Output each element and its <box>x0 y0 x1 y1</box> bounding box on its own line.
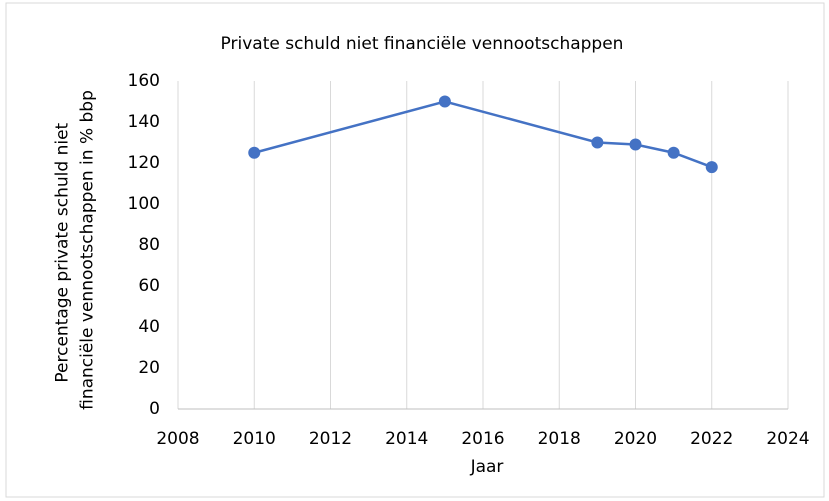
data-point <box>629 138 642 151</box>
y-axis-label: Percentage private schuld niet financiël… <box>53 90 98 410</box>
y-tick-label: 120 <box>128 153 160 173</box>
x-tick-label: 2022 <box>690 429 733 449</box>
data-point <box>248 146 261 159</box>
y-tick-label: 140 <box>128 112 160 132</box>
series-line <box>253 100 713 169</box>
x-tick-label: 2012 <box>309 429 352 449</box>
x-tick-label: 2020 <box>614 429 657 449</box>
y-tick-label: 60 <box>138 276 160 296</box>
x-tick-label: 2014 <box>385 429 428 449</box>
data-point <box>667 146 680 159</box>
data-point <box>438 95 451 108</box>
y-tick-label: 0 <box>149 399 160 419</box>
x-tick-label: 2010 <box>233 429 276 449</box>
x-tick-label: 2016 <box>461 429 504 449</box>
data-point <box>705 161 718 174</box>
y-tick-label: 160 <box>128 71 160 91</box>
y-tick-label: 100 <box>128 194 160 214</box>
x-tick-label: 2008 <box>156 429 199 449</box>
x-axis-label: Jaar <box>470 457 504 477</box>
chart-title: Private schuld niet financiële vennootsc… <box>221 34 624 54</box>
data-point <box>591 136 604 149</box>
y-tick-label: 40 <box>138 317 160 337</box>
y-tick-label: 80 <box>138 235 160 255</box>
y-tick-label: 20 <box>138 358 160 378</box>
x-tick-label: 2018 <box>538 429 581 449</box>
x-tick-label: 2024 <box>766 429 809 449</box>
chart-border <box>5 2 825 498</box>
